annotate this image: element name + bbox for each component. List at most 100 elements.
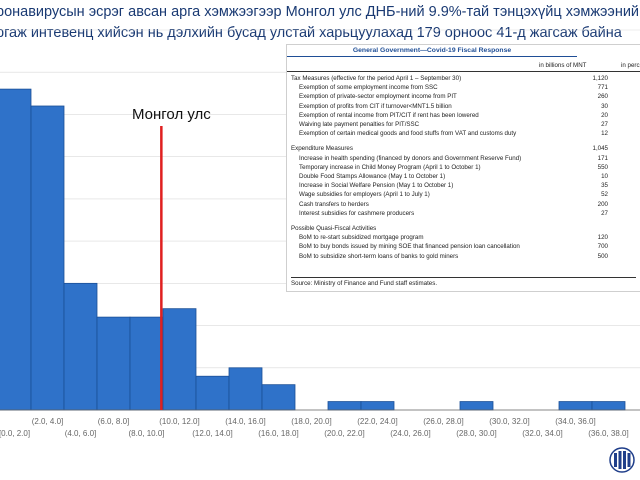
- histogram-bar: [63, 282, 98, 411]
- table-row: Tax Measures (effective for the period A…: [291, 75, 636, 83]
- table-row-value: 30: [601, 102, 608, 110]
- table-row: Temporary increase in Child Money Progra…: [291, 164, 636, 172]
- table-row-value: 27: [601, 121, 608, 128]
- x-tick-label: (8.0, 10.0]: [128, 429, 164, 438]
- histogram-bar: [162, 308, 197, 411]
- histogram-bar: [459, 401, 494, 411]
- table-row-value: 171: [597, 154, 608, 162]
- table-row-value: 10: [601, 173, 608, 180]
- x-tick-label: (30.0, 32.0]: [489, 417, 529, 426]
- headline-line-2: ргаж интевенц хийсэн нь дэлхийн бусад ул…: [0, 25, 622, 41]
- table-row-label: Waiving late payment penalties for PIT/S…: [299, 121, 420, 128]
- histogram-bar: [0, 88, 32, 411]
- x-tick-label: (22.0, 24.0]: [357, 417, 397, 426]
- histogram-bar: [261, 384, 296, 411]
- x-tick-label: (28.0, 30.0]: [456, 429, 496, 438]
- histogram-bar: [30, 105, 65, 411]
- table-row-label: Possible Quasi-Fiscal Activities: [291, 225, 377, 232]
- x-tick-label: (20.0, 22.0]: [324, 429, 364, 438]
- table-row-label: Exemption of some employment income from…: [299, 84, 438, 92]
- x-tick-label: (12.0, 14.0]: [192, 429, 232, 438]
- table-row-value: 550: [597, 163, 608, 171]
- x-tick-label: (34.0, 36.0]: [555, 417, 595, 426]
- table-row: Possible Quasi-Fiscal Activities: [291, 225, 636, 233]
- table-row-value: 12: [601, 130, 608, 138]
- x-tick-label: [0.0, 2.0]: [0, 429, 30, 438]
- table-row-label: Increase in health spending (financed by…: [299, 154, 522, 162]
- x-tick-label: (24.0, 26.0]: [390, 429, 430, 438]
- histogram-bar: [360, 401, 395, 411]
- table-row-label: BoM to re-start subsidized mortgage prog…: [299, 234, 424, 242]
- x-tick-label: (6.0, 8.0]: [98, 417, 130, 426]
- table-row-value: 260: [597, 93, 608, 101]
- table-unit-mnt: in billions of MNT: [539, 62, 587, 69]
- table-row-label: BoM to buy bonds issued by mining SOE th…: [299, 243, 520, 251]
- fiscal-response-table: General Government—Covid-19 Fiscal Respo…: [286, 44, 640, 292]
- chart-tick-labels: [0.0, 2.0](2.0, 4.0](4.0, 6.0](6.0, 8.0]…: [0, 417, 629, 438]
- mongolia-marker-label: Монгол улс: [132, 106, 211, 123]
- table-row-label: Exemption of profits from CIT if turnove…: [299, 102, 452, 110]
- x-tick-label: (36.0, 38.0]: [588, 429, 628, 438]
- table-row-value: 700: [597, 243, 608, 251]
- table-row-label: Interest subsidies for cashmere producer…: [299, 209, 415, 217]
- table-row: Double Food Stamps Allowance (May 1 to O…: [291, 173, 636, 181]
- histogram-bar: [228, 367, 263, 411]
- table-row-label: Tax Measures (effective for the period A…: [291, 75, 462, 82]
- x-tick-label: (4.0, 6.0]: [65, 429, 97, 438]
- x-tick-label: (16.0, 18.0]: [258, 429, 298, 438]
- table-source: Source: Ministry of Finance and Fund sta…: [291, 277, 636, 287]
- headline: ронавирусын эсрэг авсан арга хэмжээгээр …: [0, 0, 640, 44]
- table-row-value: 20: [601, 111, 608, 119]
- chart-bars: [0, 88, 640, 411]
- x-tick-label: (14.0, 16.0]: [225, 417, 265, 426]
- table-row-label: Increase in Social Welfare Pension (May …: [299, 182, 454, 190]
- histogram-bar: [558, 401, 593, 411]
- table-row-value: 27: [601, 209, 608, 217]
- table-row-value: 771: [597, 84, 608, 92]
- x-tick-label: (26.0, 28.0]: [423, 417, 463, 426]
- table-row: Exemption of rental income from PIT/CIT …: [291, 112, 636, 120]
- table-row: Cash transfers to herders 200: [291, 201, 636, 209]
- headline-line-1: ронавирусын эсрэг авсан арга хэмжээгээр …: [0, 4, 640, 20]
- table-title: General Government—Covid-19 Fiscal Respo…: [287, 47, 577, 57]
- table-row: Exemption of profits from CIT if turnove…: [291, 103, 636, 111]
- table-units-row: in billions of MNT in perc: [287, 61, 640, 72]
- table-row: Increase in Social Welfare Pension (May …: [291, 182, 636, 190]
- table-row-label: Exemption of certain medical goods and f…: [299, 130, 517, 138]
- histogram-bar: [96, 316, 131, 411]
- x-tick-label: (32.0, 34.0]: [522, 429, 562, 438]
- table-row: Exemption of private-sector employment i…: [291, 93, 636, 101]
- table-row-value: 1,045: [592, 145, 608, 153]
- table-row-label: Double Food Stamps Allowance (May 1 to O…: [299, 173, 446, 180]
- table-row: BoM to re-start subsidized mortgage prog…: [291, 234, 636, 242]
- x-tick-label: (18.0, 20.0]: [291, 417, 331, 426]
- table-row: Exemption of certain medical goods and f…: [291, 130, 636, 138]
- table-row-value: 1,120: [592, 75, 608, 82]
- histogram-bar: [327, 401, 362, 411]
- histogram-bar: [591, 401, 626, 411]
- table-row-label: Exemption of private-sector employment i…: [299, 93, 457, 101]
- bank-logo-icon: [609, 447, 635, 473]
- table-row-label: BoM to subsidize short-term loans of ban…: [299, 252, 459, 260]
- table-row-value: 35: [601, 182, 608, 190]
- table-row-value: 120: [597, 234, 608, 242]
- table-row-label: Exemption of rental income from PIT/CIT …: [299, 111, 479, 119]
- table-row: Increase in health spending (financed by…: [291, 155, 636, 163]
- x-tick-label: (2.0, 4.0]: [32, 417, 64, 426]
- table-row: BoM to subsidize short-term loans of ban…: [291, 253, 636, 261]
- table-row-value: 500: [597, 252, 608, 260]
- table-row-value: 52: [601, 191, 608, 199]
- table-row: Interest subsidies for cashmere producer…: [291, 210, 636, 218]
- table-unit-percent: in perc: [621, 62, 640, 69]
- table-row: Waiving late payment penalties for PIT/S…: [291, 121, 636, 129]
- table-row-value: 200: [597, 200, 608, 208]
- table-row-label: Cash transfers to herders: [299, 200, 369, 208]
- x-tick-label: (10.0, 12.0]: [159, 417, 199, 426]
- histogram-bar: [129, 316, 164, 411]
- table-row: Exemption of some employment income from…: [291, 84, 636, 92]
- table-row-label: Expenditure Measures: [291, 145, 353, 153]
- table-row-label: Wage subsidies for employers (April 1 to…: [299, 191, 430, 199]
- table-row: Expenditure Measures 1,045: [291, 145, 636, 153]
- table-row-label: Temporary increase in Child Money Progra…: [299, 163, 481, 171]
- table-row: Wage subsidies for employers (April 1 to…: [291, 191, 636, 199]
